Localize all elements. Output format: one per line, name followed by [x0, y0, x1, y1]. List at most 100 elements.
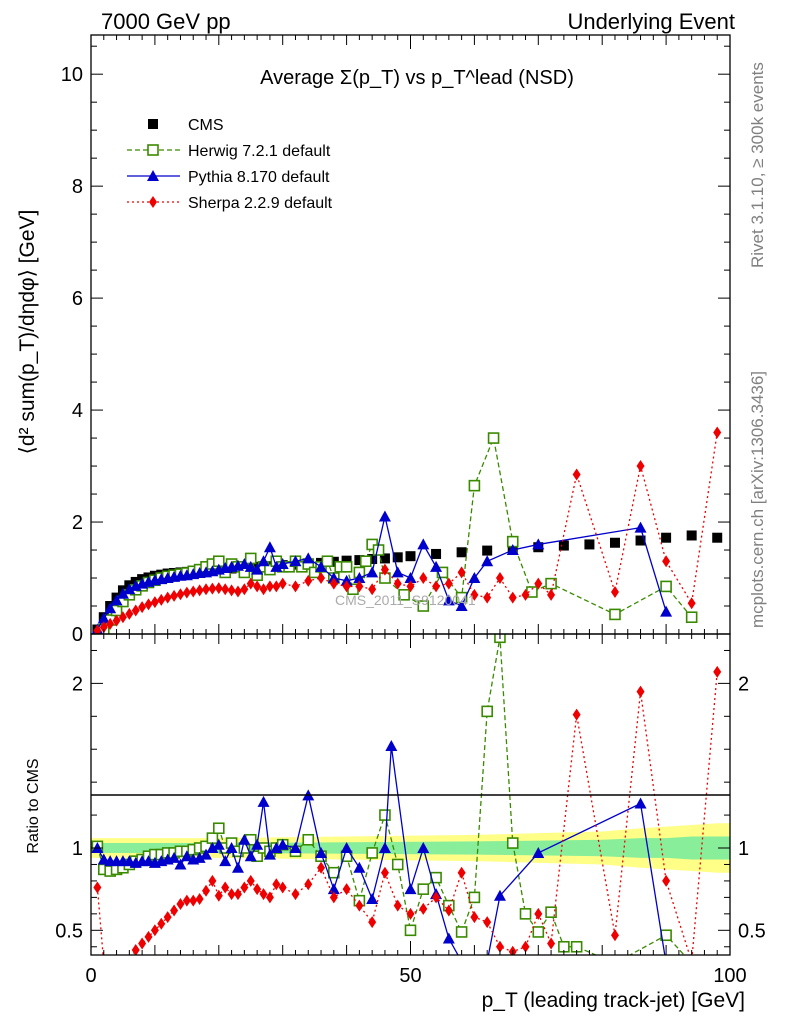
ratio-herwig-point: [391, 858, 404, 871]
main-series-group: [91, 426, 723, 634]
main-sherpa-point: [457, 566, 466, 579]
ratio-pythia-point: [340, 842, 353, 853]
plot-title: Average Σ(p_T) vs p_T^lead (NSD): [260, 67, 574, 89]
main-sherpa-point: [131, 604, 140, 617]
main-herwig-point: [340, 561, 353, 573]
main-sherpa-point: [157, 593, 166, 606]
ratio-sherpa-point: [291, 888, 300, 901]
ratio-sherpa-point: [227, 888, 236, 901]
main-pythia-point: [506, 544, 519, 556]
ratio-pythia-point: [385, 739, 398, 751]
main-sherpa-point: [317, 572, 326, 585]
main-sherpa-point: [304, 574, 313, 587]
main-sherpa-point: [182, 586, 191, 599]
main-pythia-point: [481, 555, 494, 567]
main-sherpa-point: [265, 580, 274, 593]
main-pythia-point: [455, 600, 468, 612]
main-sherpa-point: [547, 588, 556, 601]
main-sherpa-point: [508, 591, 517, 604]
ratio-sherpa-point: [259, 888, 268, 901]
main-cms-point: [328, 556, 339, 567]
main-pythia-point: [532, 538, 545, 550]
ratio-pythia-point: [366, 893, 379, 905]
main-sherpa-point: [208, 582, 217, 595]
ratio-pythia-point: [404, 883, 417, 895]
legend-marker: [147, 144, 159, 156]
ratio-sherpa-point: [457, 866, 466, 879]
x-axis-label: p_T (leading track-jet) [GeV]: [482, 989, 745, 1012]
ratio-pythia-point: [276, 838, 289, 850]
ratio-sherpa-point: [495, 940, 504, 953]
main-herwig-point: [398, 589, 410, 601]
ratio-pythia-point: [315, 846, 328, 858]
main-pythia-point: [634, 521, 647, 533]
main-sherpa-point: [253, 580, 262, 593]
x-tick-label: 50: [399, 965, 421, 987]
main-herwig-point: [545, 577, 557, 590]
main-sherpa-point: [278, 577, 287, 590]
main-sherpa-point: [106, 617, 115, 630]
ratio-pythia-point: [468, 957, 480, 968]
main-sherpa-point: [176, 588, 185, 601]
main-pythia-point: [289, 555, 302, 567]
main-pythia-point: [366, 566, 379, 578]
y-axis-label-ratio: Ratio to CMS: [25, 758, 42, 853]
ratio-sherpa-point: [221, 881, 230, 894]
main-y-tick-label: 10: [61, 64, 83, 86]
ratio-sherpa-point: [393, 899, 402, 912]
ratio-sherpa-point: [662, 874, 671, 887]
main-pythia-point: [391, 566, 404, 578]
main-y-tick-label: 6: [72, 288, 83, 310]
ratio-sherpa-point: [368, 916, 377, 929]
legend-label: Herwig 7.2.1 default: [188, 143, 331, 160]
ratio-sherpa-point: [521, 940, 530, 953]
ratio-sherpa-point: [208, 874, 217, 887]
side-mcplots: mcplots.cern.ch [arXiv:1306.3436]: [748, 371, 767, 628]
main-sherpa-point: [636, 460, 645, 473]
main-herwig-point: [685, 611, 698, 624]
ratio-sherpa-point: [713, 665, 722, 678]
main-sherpa-point: [687, 597, 696, 610]
ratio-herwig-point: [455, 926, 468, 938]
main-herwig-point: [359, 555, 372, 568]
main-pythia-point: [660, 605, 673, 617]
ratio-pythia-point: [225, 842, 238, 853]
ratio-sherpa-point: [688, 956, 696, 968]
main-pythia-point: [353, 572, 366, 584]
ratio-sherpa-point: [150, 924, 159, 937]
main-cms-point: [686, 530, 697, 541]
main-sherpa-point: [272, 580, 281, 593]
ratio-sherpa-point: [547, 937, 556, 950]
main-pythia-point: [123, 583, 136, 595]
ratio-sherpa-point: [119, 957, 127, 969]
y-axis-label-main: ⟨d² sum(p_T)/dηdφ⟩ [GeV]: [16, 210, 39, 455]
main-sherpa-point: [112, 614, 121, 627]
main-sherpa-point: [195, 584, 204, 597]
ratio-pythia-point: [289, 842, 302, 853]
legend-label: Sherpa 2.2.9 default: [188, 195, 333, 212]
main-pythia-point: [116, 587, 129, 599]
ratio-herwig-point: [366, 847, 378, 859]
main-cms-point: [558, 540, 569, 551]
main-sherpa-point: [329, 577, 338, 590]
main-sherpa-point: [221, 583, 230, 596]
ratio-sherpa-point: [380, 866, 389, 879]
main-pythia-point: [104, 602, 117, 614]
ratio-y-tick-label-right: 1: [738, 838, 749, 860]
main-cms-point: [584, 539, 595, 550]
ratio-herwig-point: [687, 958, 697, 968]
ratio-herwig-point: [481, 705, 493, 718]
main-sherpa-point: [470, 588, 479, 601]
main-sherpa-point: [246, 577, 255, 590]
main-pythia-point: [327, 572, 340, 584]
ratio-sherpa-point: [100, 957, 108, 969]
ratio-pythia-point: [251, 838, 264, 850]
main-pythia-point: [378, 510, 391, 522]
ratio-herwig-point: [417, 883, 430, 895]
ratio-sherpa-point: [636, 685, 645, 698]
main-cms-point: [482, 545, 493, 556]
main-cms-point: [609, 537, 620, 548]
main-pythia-point: [276, 558, 289, 570]
header-right: Underlying Event: [567, 9, 735, 34]
ratio-herwig-point: [610, 958, 620, 968]
